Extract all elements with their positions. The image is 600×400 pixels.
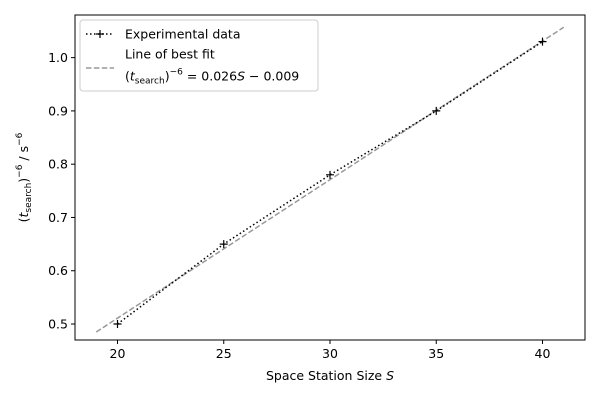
x-tick-label: 20 xyxy=(110,346,126,361)
plot-area xyxy=(95,26,565,333)
x-tick-label: 40 xyxy=(535,346,551,361)
legend: Experimental data Line of best fit (tsea… xyxy=(79,19,319,92)
legend-label-experimental: Experimental data xyxy=(125,27,241,42)
x-tick-label: 30 xyxy=(322,346,338,361)
y-tick-label: 0.8 xyxy=(48,157,68,172)
y-tick-label: 1.0 xyxy=(48,50,68,65)
legend-marker-experimental-plus xyxy=(96,30,104,38)
y-tick-label: 0.5 xyxy=(48,317,68,332)
experimental-data-line xyxy=(117,41,543,325)
legend-label-best-fit: Line of best fit xyxy=(125,47,215,62)
legend-label-equation: (tsearch)−6 = 0.026S − 0.009 xyxy=(125,68,299,87)
experimental-data-point xyxy=(113,320,122,329)
experimental-data-point xyxy=(219,240,228,249)
y-tick-label: 0.9 xyxy=(48,103,68,118)
experimental-data-point xyxy=(432,106,441,115)
legend-box xyxy=(79,19,319,92)
experimental-data-point xyxy=(326,170,334,179)
y-tick-label: 0.6 xyxy=(48,263,68,278)
best-fit-line xyxy=(95,26,565,333)
x-tick-label: 25 xyxy=(216,346,232,361)
x-tick-label: 35 xyxy=(428,346,444,361)
axis-ticks: 20 25 30 35 40 0.5 0.6 0.7 0.8 0.9 1.0 xyxy=(48,50,550,361)
y-tick-label: 0.7 xyxy=(48,210,68,225)
x-axis-label: Space Station Size S xyxy=(266,368,394,383)
experimental-data-point xyxy=(538,37,547,46)
